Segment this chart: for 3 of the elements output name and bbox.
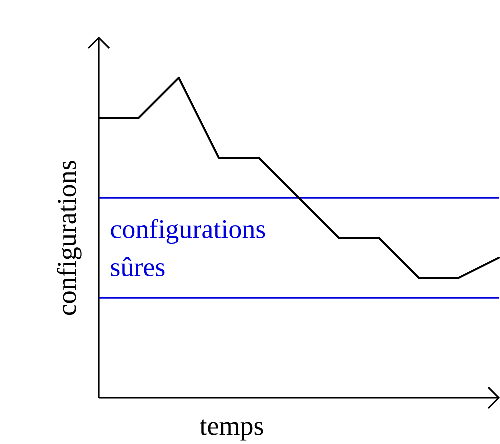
ref-line-label: configurations sûres [111, 219, 266, 276]
y-axis-title: configurations [56, 161, 82, 316]
x-axis-title: temps [200, 420, 264, 441]
